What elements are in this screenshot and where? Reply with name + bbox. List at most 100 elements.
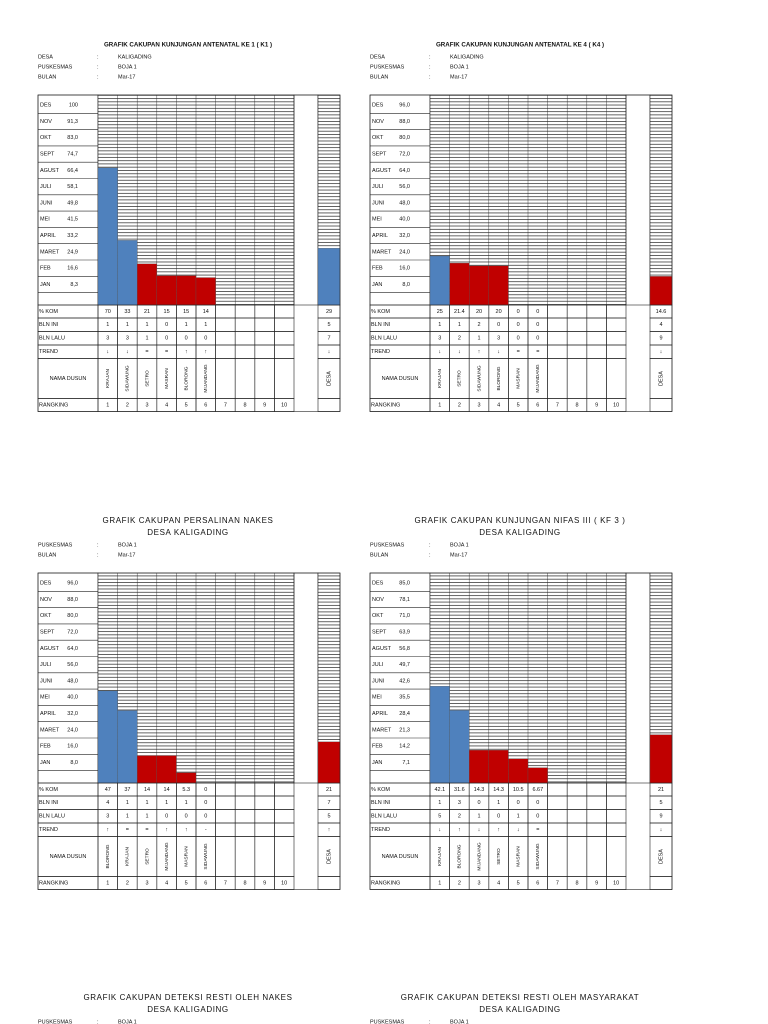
cell-value: 21 [144,309,150,315]
desa-bar [317,248,341,306]
month-label: SEPT [40,630,55,636]
rank: 10 [281,880,287,886]
cell-value: = [517,349,520,355]
info-value: Mar-17 [450,74,467,80]
rank: 8 [243,402,246,408]
month-target: 7,1 [402,760,410,766]
month-label: APRIL [372,711,388,717]
month-label: APRIL [372,233,388,239]
rank: 1 [438,880,441,886]
cell-value: = [536,827,539,833]
cell-value: ↓ [438,349,441,355]
month-label: JAN [372,760,382,766]
bar [449,262,470,306]
rank: 3 [477,402,480,408]
desa-value: 14.6 [656,309,667,315]
month-target: 48,0 [399,200,410,206]
month-target: 24,9 [67,249,78,255]
month-target: 49,8 [67,200,78,206]
month-label: NOV [372,597,384,603]
month-label: MEI [40,217,50,223]
info-label: PUSKESMAS [38,542,73,548]
cell-value: 20 [496,309,502,315]
month-target: 88,0 [67,597,78,603]
month-label: MARET [40,249,60,255]
month-target: 88,0 [399,119,410,125]
info-label: PUSKESMAS [370,64,405,70]
cell-value: 3 [106,336,109,342]
dusun-name: MASRAN [164,368,170,389]
rank: 8 [243,880,246,886]
bar [488,749,509,784]
cell-value: 1 [185,800,188,806]
desa-bar [649,276,673,306]
month-label: SEPT [40,152,55,158]
row-label: RANGKING [371,402,400,408]
bar [429,686,450,784]
cell-value: 14 [164,787,170,793]
cell-value: 0 [165,814,168,820]
panel-title: GRAFIK CAKUPAN KUNJUNGAN ANTENATAL KE 1 … [104,42,272,49]
cell-value: 1 [145,322,148,328]
month-label: JAN [40,760,50,766]
month-target: 72,0 [399,152,410,158]
info-label: BULAN [38,74,56,80]
cell-value: 14.3 [474,787,485,793]
row-label: % KOM [39,787,58,793]
cell-value: = [165,349,168,355]
month-target: 72,0 [67,630,78,636]
cell-value: ↑ [185,349,188,355]
month-label: NOV [372,119,384,125]
rank: 1 [438,402,441,408]
cell-value: 3 [126,336,129,342]
month-label: JUNI [40,200,53,206]
month-target: 91,3 [67,119,78,125]
cell-value: 0 [536,322,539,328]
cell-value: 1 [497,800,500,806]
cell-value: 5.3 [182,787,190,793]
month-label: NOV [40,119,52,125]
month-target: 16,0 [399,266,410,272]
bar [176,772,197,784]
panel-frame [369,572,673,890]
row-label: BLN INI [371,800,391,806]
rank: 10 [613,880,619,886]
desa-value: 21 [326,787,332,793]
month-label: JAN [40,282,50,288]
dusun-name: SIDAWUNG [203,843,209,869]
month-target: 40,0 [399,217,410,223]
dusun-name: MASRAN [183,846,189,867]
month-label: MARET [372,249,392,255]
cell-value: 1 [145,336,148,342]
cell-value: 0 [536,800,539,806]
month-label: FEB [40,744,51,750]
panel-subtitle: DESA KALIGADING [479,528,560,537]
month-label: OKT [372,613,384,619]
desa-name: DESA [326,849,332,864]
month-label: AGUST [40,168,60,174]
month-label: MARET [372,727,392,733]
cell-value: 0 [536,336,539,342]
row-label: NAMA DUSUN [50,376,87,382]
month-target: 48,0 [67,678,78,684]
month-label: DES [40,103,52,109]
bar [195,277,216,306]
cell-value: 2 [477,322,480,328]
desa-value: 29 [326,309,332,315]
desa-name: DESA [658,371,664,386]
month-target: 32,0 [67,711,78,717]
panel-subtitle: DESA KALIGADING [479,1005,560,1014]
month-label: JUNI [40,678,53,684]
cell-value: 3 [458,800,461,806]
row-label: TREND [39,349,58,355]
cell-value: 3 [438,336,441,342]
info-value: KALIGADING [118,54,152,60]
bar [429,255,450,306]
month-target: 16,6 [67,266,78,272]
cell-value: 0 [517,309,520,315]
cell-value: 2 [458,336,461,342]
dusun-name: BLORONG [183,366,189,390]
rank: 1 [106,880,109,886]
month-target: 64,0 [399,168,410,174]
desa-value: 21 [658,787,664,793]
